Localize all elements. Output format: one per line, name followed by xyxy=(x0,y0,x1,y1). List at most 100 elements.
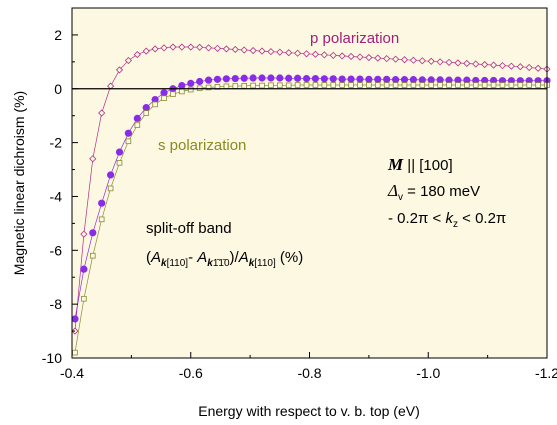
data-point xyxy=(204,76,213,84)
data-point xyxy=(446,82,452,88)
data-point xyxy=(285,82,292,89)
delta-symbol: Δ xyxy=(387,181,398,200)
data-point xyxy=(383,75,391,83)
data-point xyxy=(356,53,364,61)
data-point xyxy=(285,49,293,57)
data-point xyxy=(489,61,498,69)
data-point xyxy=(464,82,470,88)
data-point xyxy=(374,54,382,62)
data-point xyxy=(249,46,257,55)
data-point xyxy=(161,95,167,101)
data-point xyxy=(455,82,461,88)
data-point xyxy=(339,82,345,88)
delta-subscript: v xyxy=(398,192,403,203)
data-point xyxy=(303,82,310,88)
data-point xyxy=(240,46,248,54)
data-point xyxy=(454,59,462,67)
data-point xyxy=(320,51,328,59)
data-point xyxy=(392,82,399,88)
data-point xyxy=(196,43,204,51)
formula-k3: k xyxy=(249,258,255,269)
kz-range-annotation: - 0.2π < kz < 0.2π xyxy=(388,210,506,230)
data-point xyxy=(499,82,506,88)
data-point xyxy=(436,76,444,84)
data-point xyxy=(276,48,284,56)
magnetization-annotation: M || [100] xyxy=(387,155,453,174)
data-point xyxy=(124,56,132,65)
data-point xyxy=(365,53,373,62)
data-point xyxy=(400,56,409,64)
y-axis-label: Magnetic linear dichroism (%) xyxy=(11,91,27,275)
data-point xyxy=(454,76,462,84)
x-tick-label: -0.4 xyxy=(60,365,84,381)
data-point xyxy=(329,51,337,59)
data-point xyxy=(418,57,426,65)
p-polarization-label: p polarization xyxy=(310,30,399,47)
data-point xyxy=(383,82,390,88)
data-point xyxy=(134,122,141,128)
data-point xyxy=(348,82,354,88)
data-point xyxy=(204,44,213,52)
data-point xyxy=(338,75,346,83)
formula-open: ( xyxy=(146,249,151,266)
kz-sub: z xyxy=(453,219,458,230)
data-point xyxy=(249,74,257,82)
data-point xyxy=(516,63,524,71)
data-point xyxy=(320,75,328,83)
data-point xyxy=(81,295,87,302)
kz-pre: - 0.2π < xyxy=(388,210,445,227)
formula-a2: A xyxy=(196,249,207,266)
data-point xyxy=(178,81,186,90)
data-point xyxy=(232,83,239,89)
data-point xyxy=(427,76,435,84)
m-direction: || [100] xyxy=(403,157,453,174)
data-point xyxy=(365,75,373,83)
data-point xyxy=(213,75,222,83)
data-point xyxy=(276,74,284,82)
data-point xyxy=(187,79,195,87)
data-point xyxy=(231,74,239,83)
data-point xyxy=(463,76,471,84)
data-point xyxy=(463,59,471,68)
data-point xyxy=(89,155,97,163)
data-point xyxy=(526,82,532,88)
series-2 xyxy=(72,82,550,356)
data-point xyxy=(151,45,159,53)
formula-unit: (%) xyxy=(276,249,304,266)
data-point xyxy=(472,60,480,68)
data-point xyxy=(179,88,185,95)
formula-close: )/ xyxy=(230,249,240,266)
data-point xyxy=(374,75,382,83)
data-point xyxy=(133,51,141,59)
y-tick-label: -8 xyxy=(50,296,63,312)
data-point xyxy=(391,76,400,84)
data-point xyxy=(445,58,453,66)
data-point xyxy=(142,104,150,112)
data-point xyxy=(187,43,195,51)
data-point xyxy=(151,95,159,104)
data-point xyxy=(268,82,274,89)
data-point xyxy=(125,138,132,145)
data-point xyxy=(231,45,239,54)
data-point xyxy=(169,43,177,51)
delta-annotation: Δv = 180 meV xyxy=(387,181,480,203)
data-point xyxy=(277,82,283,89)
data-point xyxy=(98,109,106,117)
data-point xyxy=(89,252,96,259)
formula-sub1: [110] xyxy=(167,258,189,269)
data-point xyxy=(115,66,124,74)
data-point xyxy=(107,185,114,192)
formula-k1: k xyxy=(161,258,167,269)
data-point xyxy=(98,216,105,223)
dichroism-formula: (Ak[110]- Ak1̄1̄0)/Ak[110] (%) xyxy=(146,249,303,269)
data-point xyxy=(142,47,150,55)
plot-background xyxy=(72,8,547,358)
series-layer xyxy=(71,43,551,356)
x-axis-label: Energy with respect to v. b. top (eV) xyxy=(198,403,420,419)
data-point xyxy=(481,82,488,88)
data-point xyxy=(133,114,141,122)
formula-a3: A xyxy=(238,249,249,266)
data-point xyxy=(419,82,426,88)
data-point xyxy=(436,58,444,66)
